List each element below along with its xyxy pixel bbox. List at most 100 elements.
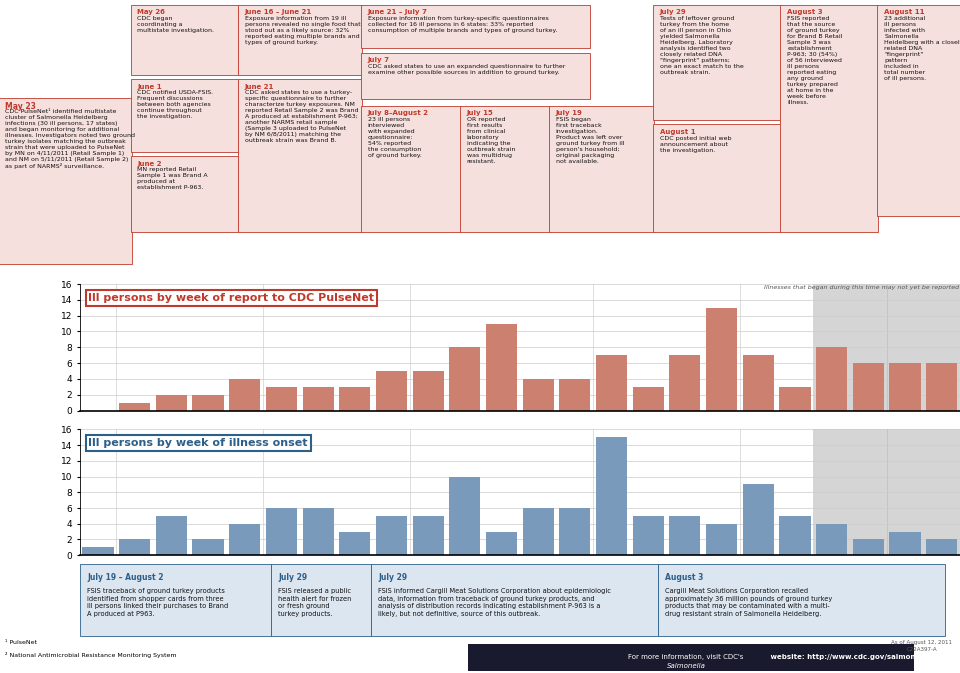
Bar [192, 394, 224, 411]
Text: 1: 1 [425, 411, 431, 420]
Text: CDC PulseNet¹ identified multistate
cluster of Salmonella Heidelberg
infections : CDC PulseNet¹ identified multistate clus… [5, 109, 134, 169]
Text: 3: 3 [499, 266, 504, 275]
Text: 4: 4 [242, 266, 248, 275]
Bar [156, 516, 187, 555]
Text: 2: 2 [645, 411, 651, 420]
Text: 3: 3 [683, 266, 687, 275]
Text: July 29: July 29 [378, 573, 407, 582]
Text: Regulatory Actions, Recalls
and Results of Product Testing: Regulatory Actions, Recalls and Results … [0, 592, 118, 613]
Bar [229, 524, 260, 555]
Text: 2: 2 [939, 411, 945, 420]
Bar [339, 532, 371, 555]
Text: 1: 1 [95, 411, 101, 420]
Text: June 21: June 21 [245, 83, 275, 90]
Bar [449, 476, 480, 555]
FancyBboxPatch shape [653, 125, 781, 232]
Text: May: May [492, 420, 511, 429]
Text: June: June [657, 275, 677, 284]
FancyBboxPatch shape [271, 565, 371, 635]
Text: 23 ill persons
interviewed
with expanded
questionnaire:
54% reported
the consump: 23 ill persons interviewed with expanded… [368, 117, 421, 158]
Text: 2: 2 [792, 266, 798, 275]
Text: FSIS informed Cargill Meat Solutions Corporation about epidemiologic
data, infor: FSIS informed Cargill Meat Solutions Cor… [378, 588, 612, 616]
Text: July 15: July 15 [467, 110, 493, 116]
Text: July: July [804, 420, 822, 429]
Text: 3: 3 [683, 411, 687, 420]
Bar [706, 524, 737, 555]
Text: ¹ PulseNet: ¹ PulseNet [5, 640, 36, 645]
FancyBboxPatch shape [361, 52, 590, 99]
Text: 2: 2 [792, 411, 798, 420]
Text: June 21 – July 7: June 21 – July 7 [368, 9, 427, 15]
Text: FSIS released a public
health alert for frozen
or fresh ground
turkey products.: FSIS released a public health alert for … [278, 588, 351, 616]
Bar [376, 516, 407, 555]
Text: 1: 1 [756, 266, 761, 275]
Text: June 2: June 2 [137, 161, 162, 167]
Text: 2: 2 [169, 266, 174, 275]
Bar [83, 547, 113, 555]
Text: 3: 3 [352, 266, 357, 275]
Text: 2: 2 [462, 411, 468, 420]
Bar [522, 508, 554, 555]
Bar [192, 540, 224, 555]
Bar [302, 508, 334, 555]
Text: OR reported
first results
from clinical
laboratory
indicating the
outbreak strai: OR reported first results from clinical … [467, 117, 515, 164]
Text: 1: 1 [278, 266, 284, 275]
Text: 4: 4 [866, 266, 871, 275]
Text: 1: 1 [756, 411, 761, 420]
Bar [852, 363, 884, 411]
Text: 4: 4 [719, 411, 724, 420]
Bar [926, 363, 957, 411]
Bar [596, 437, 627, 555]
Bar [560, 379, 590, 411]
Text: For more information, visit CDC's: For more information, visit CDC's [628, 654, 745, 660]
Text: February: February [77, 275, 119, 284]
Text: 3: 3 [829, 411, 834, 420]
Text: Exposure information from 19 ill
persons revealed no single food that
stood out : Exposure information from 19 ill persons… [245, 16, 360, 45]
Bar [339, 387, 371, 411]
Text: 1: 1 [132, 266, 137, 275]
Text: CDC asked states to use an expanded questionnaire to further
examine other possi: CDC asked states to use an expanded ques… [368, 64, 565, 75]
Text: 1: 1 [132, 411, 137, 420]
Bar [669, 355, 701, 411]
Text: Ill persons by week of report to CDC PulseNet: Ill persons by week of report to CDC Pul… [88, 293, 374, 303]
Bar [926, 540, 957, 555]
Text: June: June [657, 420, 677, 429]
Text: August 1: August 1 [660, 129, 695, 135]
Bar [119, 402, 151, 411]
Text: April: April [325, 275, 348, 284]
Text: 4: 4 [536, 411, 540, 420]
Text: 1: 1 [95, 266, 101, 275]
Bar [706, 308, 737, 411]
Bar [669, 516, 701, 555]
Text: August 11: August 11 [884, 9, 924, 15]
Text: 4: 4 [389, 411, 395, 420]
Bar [743, 485, 774, 555]
Bar [376, 371, 407, 411]
FancyBboxPatch shape [371, 565, 658, 635]
Text: Exposure information from turkey-specific questionnaires
collected for 16 ill pe: Exposure information from turkey-specifi… [368, 16, 557, 33]
Bar [816, 347, 848, 411]
Text: 2: 2 [316, 411, 321, 420]
Bar [596, 355, 627, 411]
Text: 1: 1 [278, 411, 284, 420]
Bar [780, 387, 810, 411]
Text: March: March [175, 275, 204, 284]
Text: MN reported Retail
Sample 1 was Brand A
produced at
establishment P-963.: MN reported Retail Sample 1 was Brand A … [137, 168, 208, 190]
Text: 3: 3 [352, 411, 357, 420]
Bar [560, 508, 590, 555]
Text: July 7: July 7 [368, 57, 390, 63]
Text: June 1: June 1 [137, 83, 162, 90]
FancyBboxPatch shape [780, 5, 878, 232]
Bar [816, 524, 848, 555]
Bar [119, 540, 151, 555]
Text: CDC posted initial web
announcement about
the investigation.: CDC posted initial web announcement abou… [660, 135, 731, 153]
Bar [889, 532, 921, 555]
FancyBboxPatch shape [549, 106, 654, 232]
Text: July 19 – August 2: July 19 – August 2 [87, 573, 164, 582]
Bar [852, 540, 884, 555]
FancyBboxPatch shape [877, 5, 960, 216]
FancyBboxPatch shape [468, 645, 914, 671]
Text: 1: 1 [609, 266, 614, 275]
Bar [449, 347, 480, 411]
Text: May: May [492, 275, 511, 284]
